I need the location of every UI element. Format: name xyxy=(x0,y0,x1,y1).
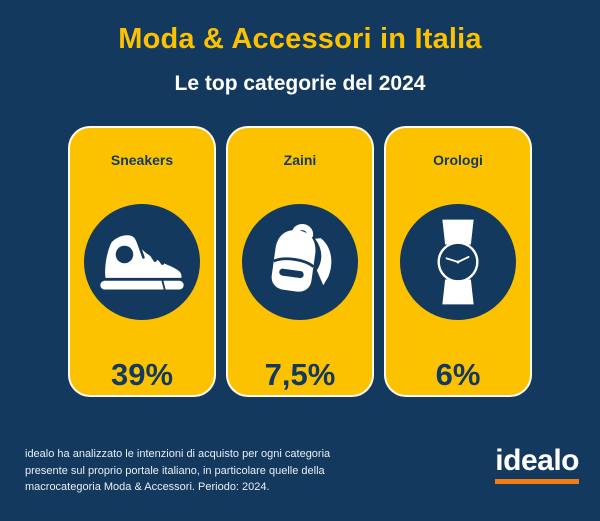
card-value: 39% xyxy=(110,357,174,392)
page-subtitle: Le top categorie del 2024 xyxy=(174,72,426,95)
methodology-note-line: idealo ha analizzato le intenzioni di ac… xyxy=(25,448,331,460)
icon-circle xyxy=(242,204,358,320)
card-zaini: Zaini 7,5% xyxy=(226,126,374,397)
icon-circle xyxy=(400,204,516,320)
page-title: Moda & Accessori in Italia xyxy=(118,23,482,55)
backpack-icon xyxy=(271,223,332,292)
icon-circle xyxy=(84,204,200,320)
card-value: 6% xyxy=(435,357,481,392)
watch-icon xyxy=(437,219,479,305)
card-label: Sneakers xyxy=(110,152,174,168)
methodology-note-line: presente sul proprio portale italiano, i… xyxy=(25,464,325,477)
card-orologi: Orologi 6% xyxy=(384,126,532,397)
card-label: Zaini xyxy=(283,152,317,168)
sneaker-icon xyxy=(100,234,184,290)
idealo-logo-underline xyxy=(495,479,579,484)
methodology-note: idealo ha analizzato le intenzioni di ac… xyxy=(25,446,330,496)
category-cards: Sneakers 39% Zaini xyxy=(0,126,600,397)
card-sneakers: Sneakers 39% xyxy=(68,126,216,397)
idealo-logo-text: idealo xyxy=(495,444,579,477)
methodology-note-line: macrocategoria Moda & Accessori. Periodo… xyxy=(25,481,270,493)
card-value: 7,5% xyxy=(264,357,336,392)
card-label: Orologi xyxy=(433,152,483,168)
idealo-logo: idealo xyxy=(495,446,579,484)
